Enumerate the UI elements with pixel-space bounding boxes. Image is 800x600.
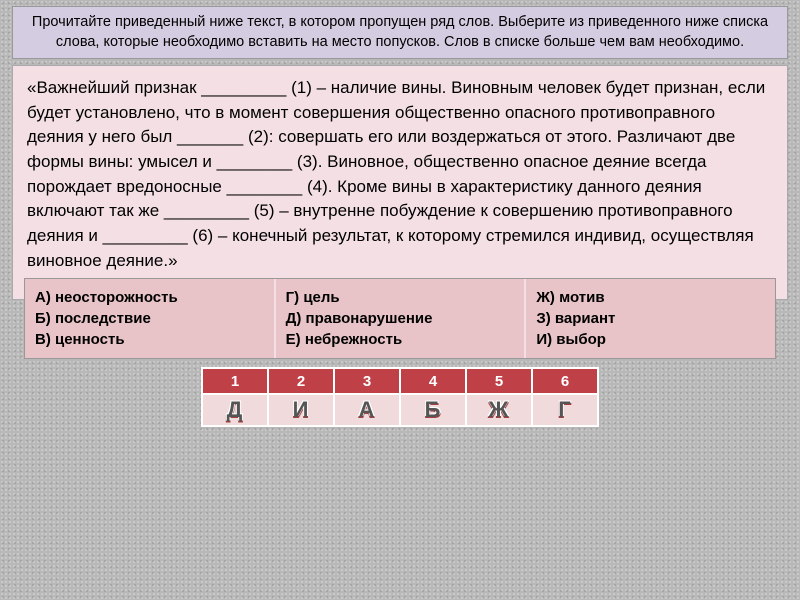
- instruction-header: Прочитайте приведенный ниже текст, в кот…: [12, 6, 788, 59]
- answer-num-6: 6: [532, 368, 598, 394]
- option-i: И) выбор: [536, 329, 765, 350]
- answer-table: 1 2 3 4 5 6 Д И А Б Ж Г: [201, 367, 599, 427]
- options-row: А) неосторожность Б) последствие В) ценн…: [24, 278, 776, 359]
- answer-header-row: 1 2 3 4 5 6: [202, 368, 598, 394]
- answer-value-row: Д И А Б Ж Г: [202, 394, 598, 426]
- option-col-2: Г) цель Д) правонарушение Е) небрежность: [276, 279, 527, 358]
- answer-val-6: Г: [532, 394, 598, 426]
- option-col-1: А) неосторожность Б) последствие В) ценн…: [25, 279, 276, 358]
- option-c: В) ценность: [35, 329, 264, 350]
- option-zh: Ж) мотив: [536, 287, 765, 308]
- answer-num-1: 1: [202, 368, 268, 394]
- answer-table-wrap: 1 2 3 4 5 6 Д И А Б Ж Г: [12, 367, 788, 427]
- cloze-text: «Важнейший признак _________ (1) – налич…: [27, 78, 765, 269]
- answer-num-3: 3: [334, 368, 400, 394]
- option-a: А) неосторожность: [35, 287, 264, 308]
- answer-num-2: 2: [268, 368, 334, 394]
- worksheet-page: Прочитайте приведенный ниже текст, в кот…: [0, 0, 800, 433]
- option-e: Е) небрежность: [286, 329, 515, 350]
- answer-val-4: Б: [400, 394, 466, 426]
- option-b: Б) последствие: [35, 308, 264, 329]
- answer-val-5: Ж: [466, 394, 532, 426]
- answer-num-4: 4: [400, 368, 466, 394]
- option-d: Д) правонарушение: [286, 308, 515, 329]
- option-z: З) вариант: [536, 308, 765, 329]
- answer-val-2: И: [268, 394, 334, 426]
- answer-val-1: Д: [202, 394, 268, 426]
- option-col-3: Ж) мотив З) вариант И) выбор: [526, 279, 775, 358]
- cloze-text-box: «Важнейший признак _________ (1) – налич…: [12, 65, 788, 300]
- instruction-text: Прочитайте приведенный ниже текст, в кот…: [32, 14, 768, 50]
- answer-num-5: 5: [466, 368, 532, 394]
- answer-val-3: А: [334, 394, 400, 426]
- option-g: Г) цель: [286, 287, 515, 308]
